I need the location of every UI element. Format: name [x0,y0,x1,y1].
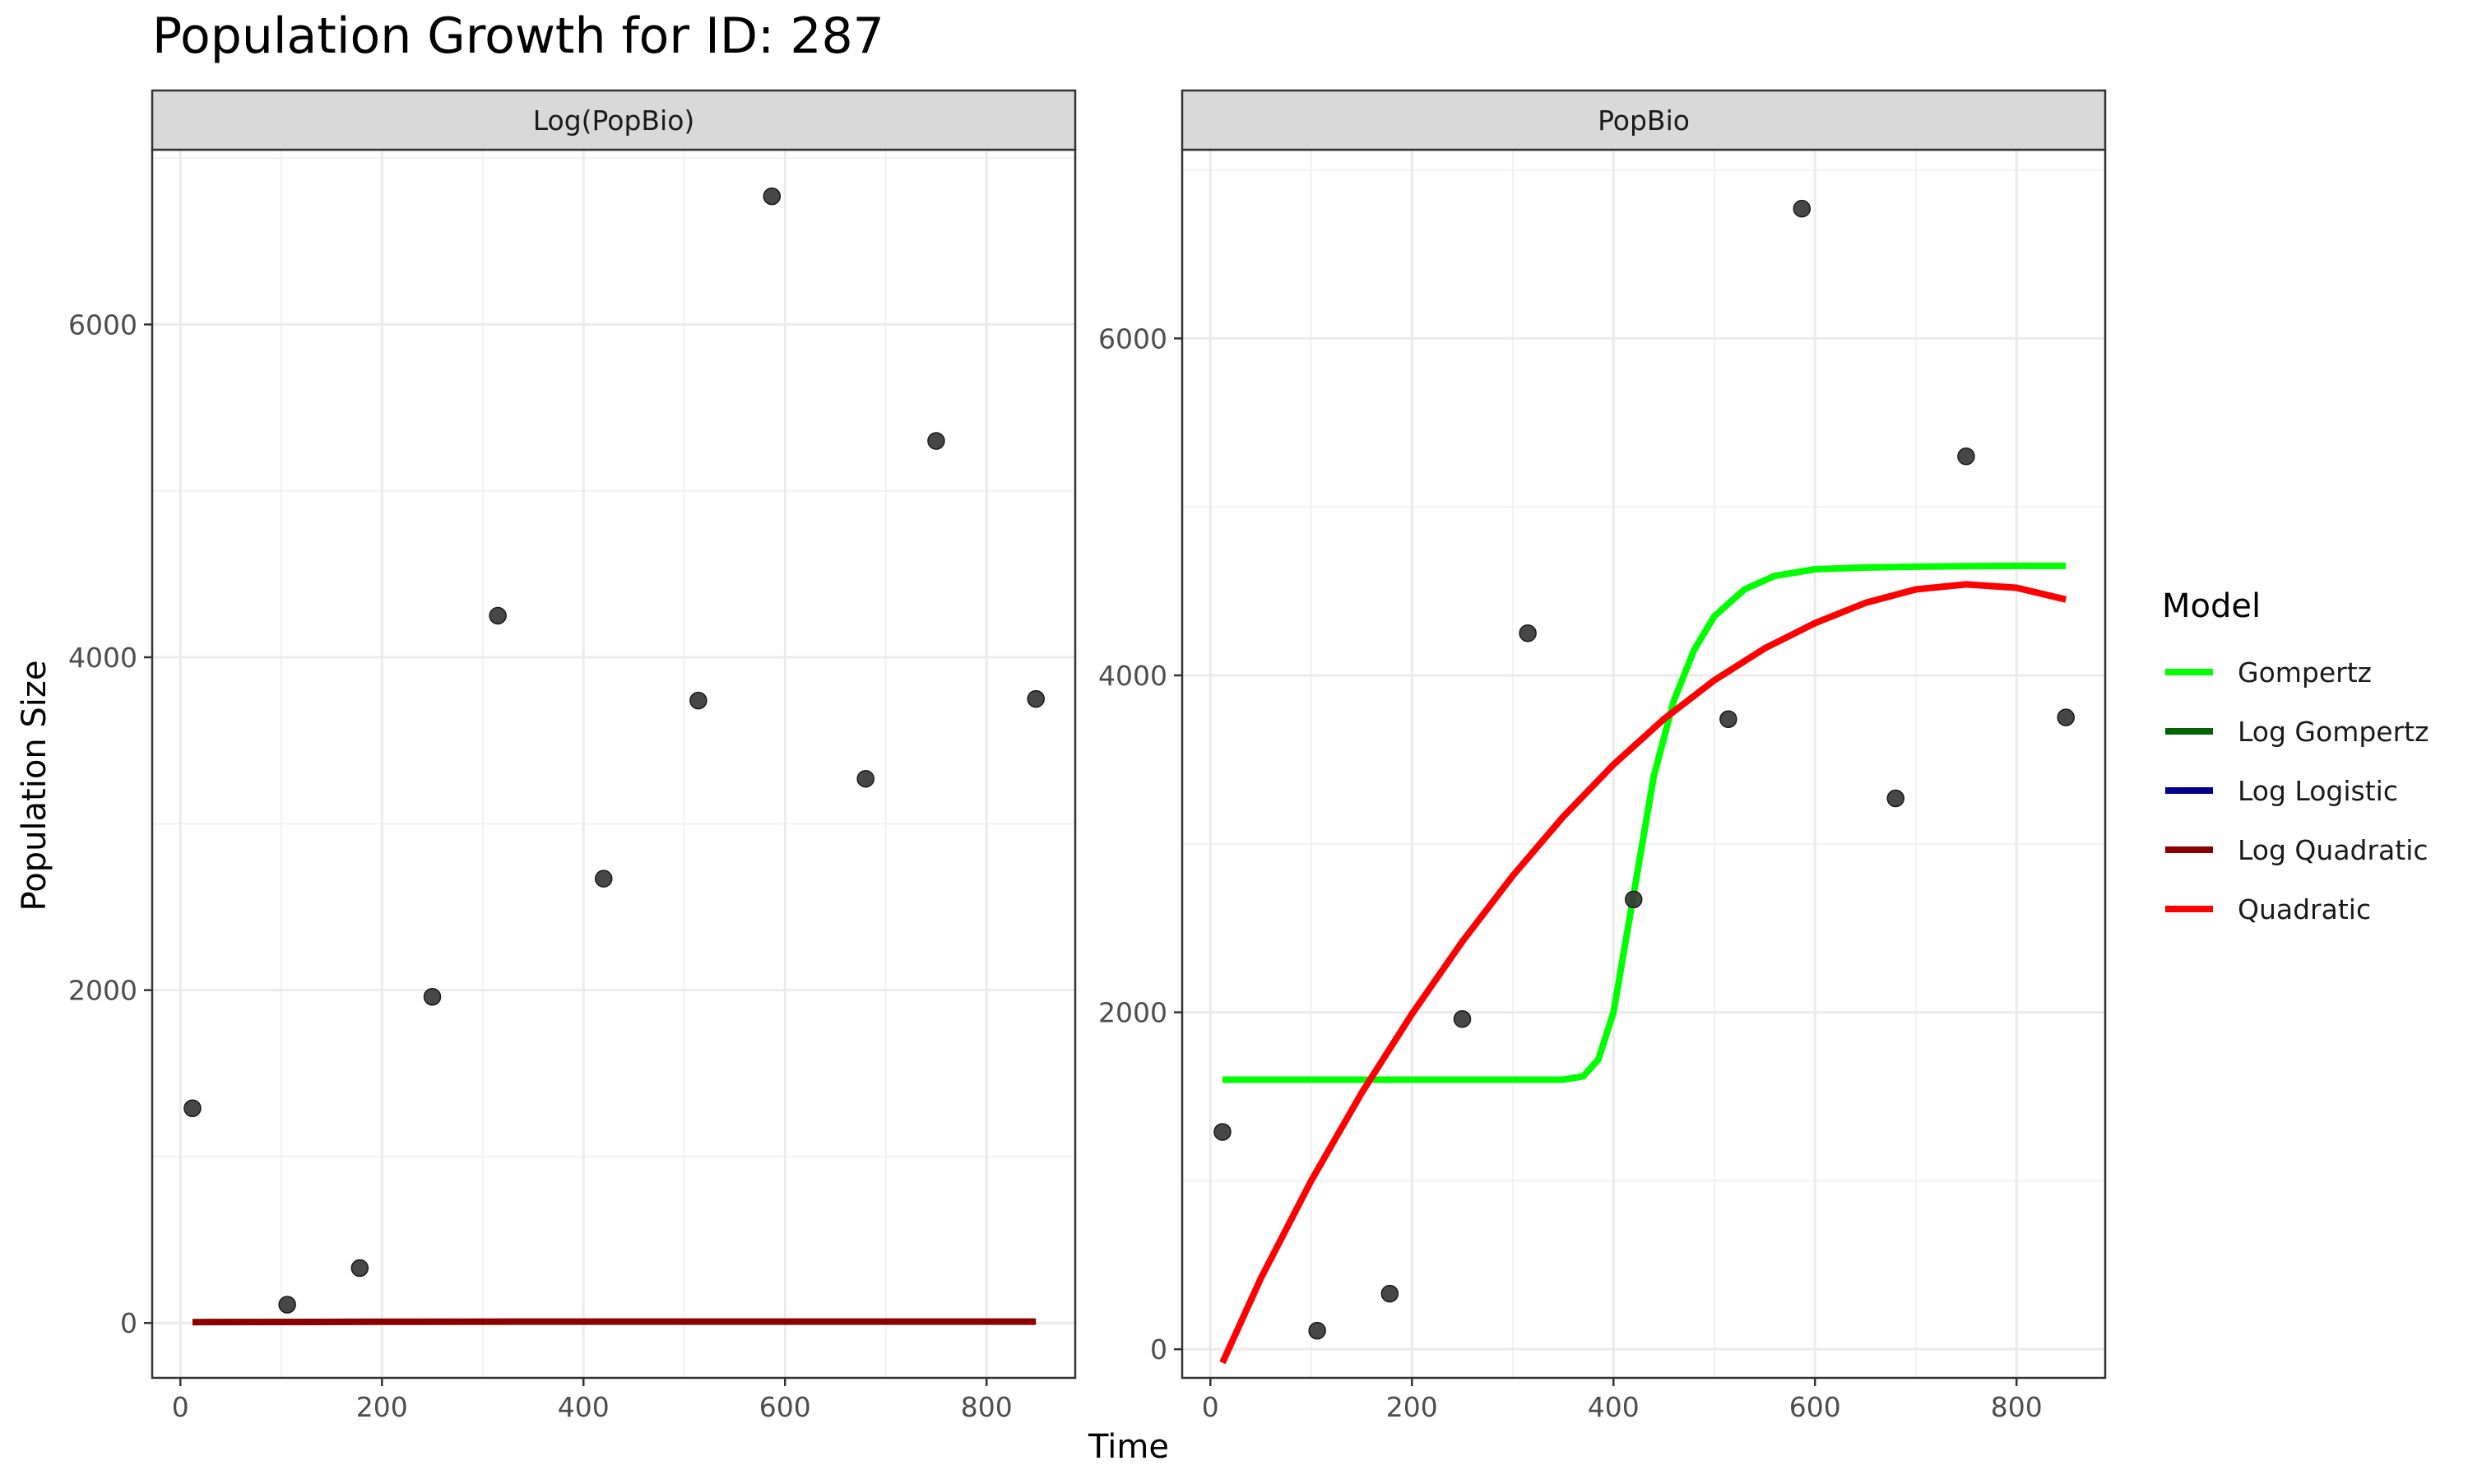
data-point [278,1296,296,1314]
y-tick-label: 4000 [1098,660,1167,692]
panel-strip [1181,89,2107,151]
x-tick-label: 0 [172,1391,189,1423]
x-tick-label: 400 [1588,1391,1640,1423]
data-point [927,432,945,450]
legend-label: Log Quadratic [2238,834,2429,866]
data-point [1453,1010,1472,1028]
x-tick-label: 400 [558,1391,610,1423]
y-tick-label: 2000 [1098,997,1167,1029]
x-tick-label: 0 [1202,1391,1219,1423]
legend-label: Log Gompertz [2238,716,2429,748]
y-tick-label: 2000 [68,975,137,1007]
panel-background [152,150,1075,1378]
data-point [1957,447,1975,466]
data-point [1308,1321,1326,1340]
panel-1: Log(PopBio) 0 200 400 600 800 0 2000 4000 6000 [68,89,1077,1423]
data-point [856,769,874,788]
y-tick-label: 6000 [68,308,137,341]
panels-layer: Log(PopBio)0 200 400 600 8000200040006000Pop… [68,89,2107,1423]
legend-title: Model [2162,587,2261,625]
legend-label: Log Logistic [2238,775,2398,807]
data-point [1027,689,1045,708]
legend: Model Gompertz Log Gompertz Log Logistic Lo… [2162,587,2429,925]
panel-strip [151,89,1077,151]
x-tick-label: 200 [356,1391,408,1423]
legend-label: Quadratic [2238,893,2371,925]
x-tick-label: 600 [759,1391,811,1423]
series-line-gompertz [1222,562,2067,1083]
panel-strip-label: PopBio [1598,104,1690,137]
series-line-quadratic [1219,581,2067,1365]
data-point [595,870,613,888]
data-point [489,606,507,625]
y-tick-label: 0 [1150,1333,1167,1366]
chart-title: Population Growth for ID: 287 [152,7,884,65]
x-tick-label: 600 [1789,1391,1841,1423]
data-point [1886,789,1904,808]
x-tick-label: 800 [1991,1391,2043,1423]
data-point [2057,708,2075,726]
series-line-log-quadratic [192,1318,1037,1326]
data-point [763,187,782,206]
data-point [1793,199,1812,218]
y-tick-label: 6000 [1098,322,1167,355]
data-point [423,987,442,1006]
y-tick-label: 0 [120,1307,137,1339]
y-axis-label: Population Size [16,661,53,911]
x-tick-label: 200 [1386,1391,1438,1423]
data-point [1380,1284,1399,1303]
data-point [350,1259,369,1278]
data-point [1213,1123,1232,1141]
panel-background [1182,150,2105,1378]
y-tick-label: 4000 [68,642,137,674]
legend-label: Gompertz [2238,656,2372,689]
panel-strip-label: Log(PopBio) [533,104,695,137]
data-point [183,1099,202,1118]
data-point [1625,890,1643,909]
panel-2: PopBio 0 200 400 600 800 0 2000 4000 6000 [1098,89,2107,1423]
data-point [1519,624,1537,642]
x-axis-label: Time [1088,1428,1169,1466]
data-point [1719,710,1737,728]
x-tick-label: 800 [961,1391,1013,1423]
data-point [689,691,707,710]
